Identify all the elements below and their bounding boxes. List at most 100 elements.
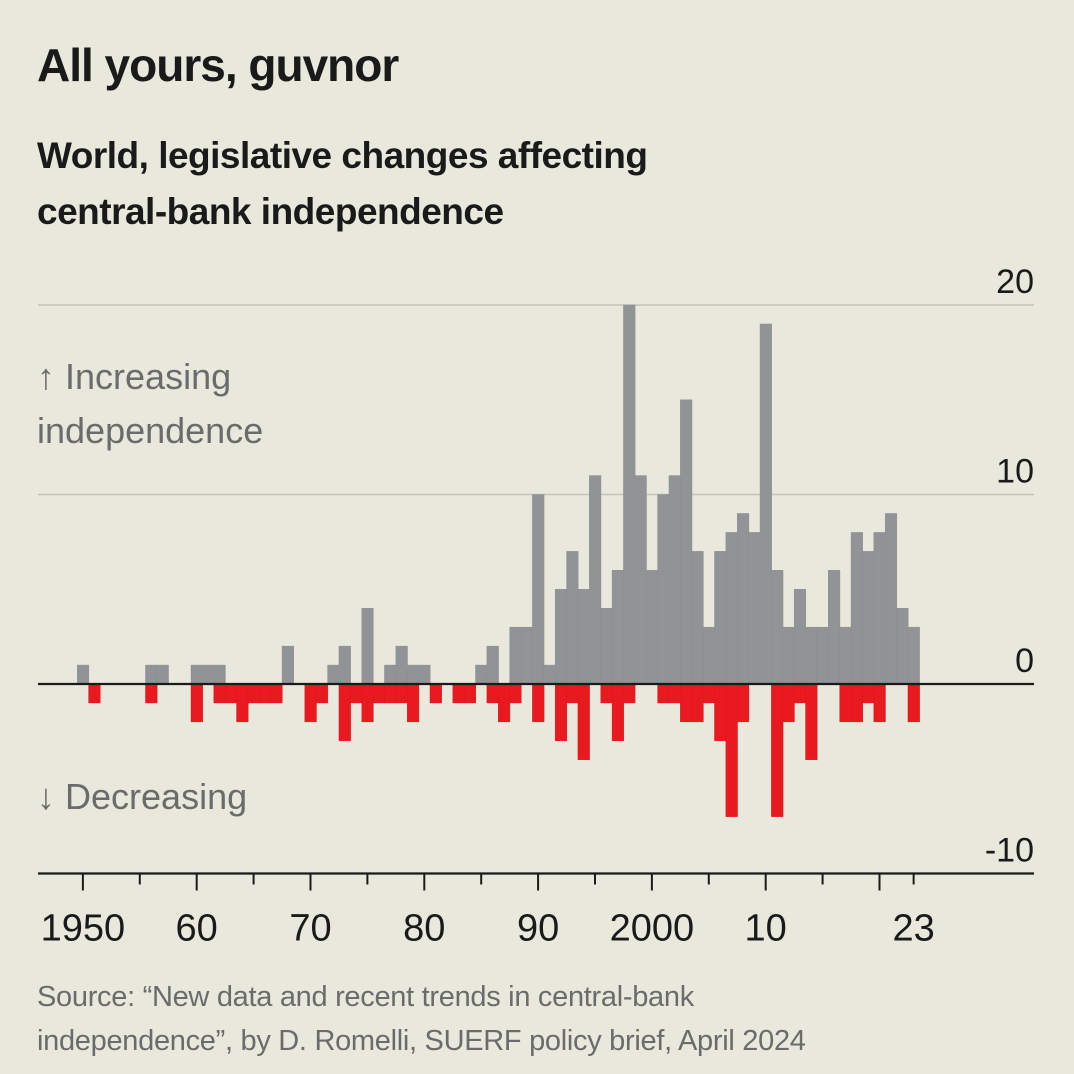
bar-increasing-1999 <box>634 475 647 685</box>
bar-decreasing-1987 <box>498 683 511 723</box>
bar-decreasing-2011 <box>771 683 784 817</box>
gridlines <box>38 304 1034 496</box>
down-arrow-icon: ↓ <box>37 776 55 817</box>
axes <box>38 682 1034 891</box>
bar-decreasing-1996 <box>600 683 613 704</box>
bar-increasing-1975 <box>361 608 374 685</box>
bar-increasing-1992 <box>554 589 568 685</box>
bar-increasing-2000 <box>646 570 659 685</box>
y-tick-labels: 20 10 0 -10 <box>985 263 1034 870</box>
bar-decreasing-2012 <box>782 683 795 723</box>
bar-decreasing-2002 <box>668 683 681 704</box>
source-line-2: independence”, by D. Romelli, SUERF poli… <box>37 1025 806 1057</box>
bar-decreasing-2004 <box>691 683 704 723</box>
source-note: Source: “New data and recent trends in c… <box>37 975 1037 1063</box>
decreasing-bars <box>88 683 920 817</box>
bar-increasing-1988 <box>509 626 522 685</box>
bar-increasing-1979 <box>407 664 420 685</box>
x-tick-label-2000: 2000 <box>610 908 695 950</box>
bar-increasing-1962 <box>213 664 226 685</box>
bar-decreasing-1975 <box>361 683 374 723</box>
y-tick-label-20: 20 <box>996 263 1034 301</box>
bar-decreasing-2017 <box>839 683 852 723</box>
bar-decreasing-1962 <box>213 683 226 704</box>
source-line-1: Source: “New data and recent trends in c… <box>37 981 694 1013</box>
bar-decreasing-2001 <box>657 683 670 704</box>
bar-decreasing-1988 <box>509 683 522 704</box>
bar-increasing-1950 <box>76 664 90 685</box>
bar-decreasing-1994 <box>577 683 590 761</box>
bar-increasing-1957 <box>156 664 169 685</box>
bar-decreasing-2014 <box>805 683 818 761</box>
bar-decreasing-1992 <box>554 683 568 742</box>
increasing-annotation-line-1: ↑ Increasing <box>37 356 231 397</box>
bar-increasing-1968 <box>281 645 294 685</box>
bar-decreasing-1993 <box>566 683 579 704</box>
bar-decreasing-2019 <box>862 683 875 704</box>
bar-decreasing-2018 <box>850 683 863 723</box>
y-tick-label--10: -10 <box>985 832 1034 870</box>
bar-increasing-1994 <box>577 589 590 685</box>
bar-increasing-2005 <box>702 626 715 685</box>
bar-increasing-2001 <box>657 494 670 685</box>
bar-increasing-2007 <box>725 532 738 685</box>
bar-increasing-1961 <box>202 664 215 685</box>
x-tick-label-1960: 60 <box>176 908 218 950</box>
bar-decreasing-1978 <box>395 683 408 704</box>
bar-increasing-1985 <box>475 664 488 685</box>
subtitle-line-1: World, legislative changes affecting <box>37 135 648 176</box>
x-tick-label-1970: 70 <box>289 908 331 950</box>
bar-increasing-2010 <box>759 323 772 685</box>
bar-decreasing-1971 <box>315 683 329 704</box>
bar-decreasing-2023 <box>907 683 920 723</box>
bar-decreasing-1977 <box>384 683 397 704</box>
bar-decreasing-2003 <box>680 683 693 723</box>
bar-increasing-2012 <box>782 626 795 685</box>
bar-increasing-2022 <box>896 608 909 685</box>
increasing-label: Increasing <box>65 356 231 397</box>
bar-decreasing-2007 <box>725 683 738 817</box>
bar-increasing-2002 <box>668 475 681 685</box>
bar-decreasing-1983 <box>452 683 465 704</box>
bar-increasing-2019 <box>862 551 875 685</box>
chart-subtitle: World, legislative changes affecting cen… <box>37 128 937 240</box>
bar-increasing-2011 <box>771 570 784 685</box>
bar-decreasing-1990 <box>532 683 545 723</box>
bar-decreasing-1970 <box>304 683 317 723</box>
bar-increasing-1986 <box>486 645 499 685</box>
x-tick-label-2010: 10 <box>745 908 787 950</box>
bar-decreasing-2020 <box>873 683 886 723</box>
decreasing-label: Decreasing <box>65 776 247 817</box>
bar-decreasing-1984 <box>463 683 476 704</box>
bar-increasing-1973 <box>338 645 351 685</box>
bar-decreasing-1998 <box>623 683 636 704</box>
bar-increasing-2015 <box>816 626 829 685</box>
x-tick-label-1950: 1950 <box>41 908 126 950</box>
subtitle-line-2: central-bank independence <box>37 191 504 232</box>
bar-increasing-2004 <box>691 551 704 685</box>
x-tick-label-1980: 80 <box>403 908 445 950</box>
bar-decreasing-2008 <box>737 683 750 723</box>
bar-decreasing-1997 <box>611 683 624 742</box>
x-tick-labels: 1950 60 70 80 90 2000 10 23 <box>41 908 935 950</box>
bar-decreasing-2006 <box>714 683 727 742</box>
bar-increasing-1978 <box>395 645 408 685</box>
bar-increasing-1997 <box>611 570 624 685</box>
bar-increasing-1989 <box>520 626 533 685</box>
bar-increasing-1990 <box>532 494 545 685</box>
bar-decreasing-1964 <box>236 683 249 723</box>
bar-increasing-1996 <box>600 608 613 685</box>
up-arrow-icon: ↑ <box>37 356 55 397</box>
increasing-bars <box>76 304 920 685</box>
bar-increasing-2020 <box>873 532 886 685</box>
x-tick-label-2023: 23 <box>892 908 934 950</box>
bar-increasing-1998 <box>623 304 636 685</box>
bar-increasing-2018 <box>850 532 863 685</box>
x-tick-label-1990: 90 <box>517 908 559 950</box>
bar-decreasing-1986 <box>486 683 499 704</box>
bar-decreasing-1981 <box>429 683 442 704</box>
bar-decreasing-1956 <box>145 683 158 704</box>
bar-decreasing-1973 <box>338 683 351 742</box>
increasing-annotation-line-2: independence <box>37 410 263 451</box>
